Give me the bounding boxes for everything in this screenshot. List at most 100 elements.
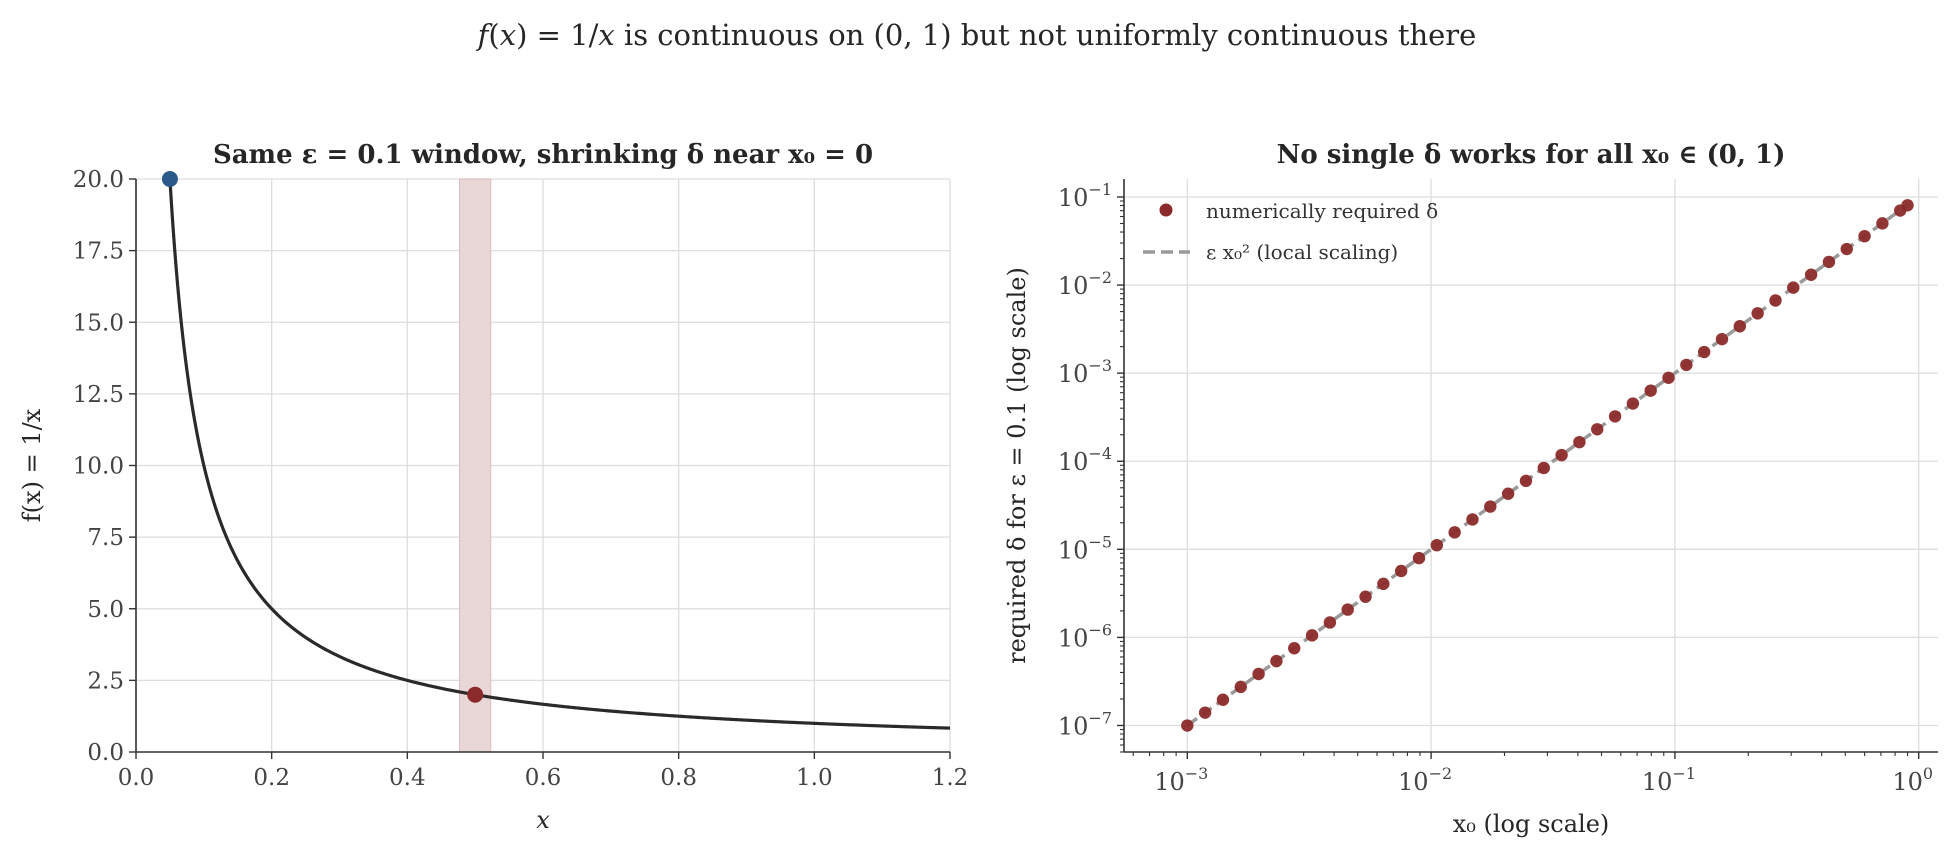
right-marker-0 xyxy=(1181,719,1194,732)
right-ytick-label-6-base: 10 xyxy=(1058,184,1089,212)
right-marker-5 xyxy=(1270,654,1283,668)
right-marker-4 xyxy=(1252,667,1265,681)
right-marker-6 xyxy=(1288,642,1301,655)
figure-suptitle: f(x) = 1/x is continuous on (0, 1) but n… xyxy=(476,18,1477,52)
right-xtick-label-1-base: 10 xyxy=(1398,768,1429,796)
right-marker-22 xyxy=(1573,435,1586,449)
right-ytick-label-0: 10−7 xyxy=(1058,708,1112,740)
right-marker-41 xyxy=(1901,199,1914,212)
right-ytick-label-2-base: 10 xyxy=(1058,536,1089,564)
right-marker-12 xyxy=(1394,564,1408,578)
right-ylabel: required δ for ε = 0.1 (log scale) xyxy=(1003,267,1031,664)
right-marker-21 xyxy=(1555,448,1568,462)
right-marker-7 xyxy=(1305,629,1319,642)
right-legend: numerically required δ ε x₀² (local scali… xyxy=(1143,199,1438,264)
left-epsilon-band xyxy=(459,178,492,753)
right-xtick-label-1-exp: −2 xyxy=(1429,764,1453,783)
right-xtick-label-2-base: 10 xyxy=(1642,768,1673,796)
left-ytick-label-3: 7.5 xyxy=(87,525,124,551)
right-ytick-label-3: 10−4 xyxy=(1058,444,1112,476)
right-marker-18 xyxy=(1501,487,1515,500)
right-ytick-label-2: 10−5 xyxy=(1058,532,1112,564)
right-marker-9 xyxy=(1341,603,1354,616)
left-xtick-label-4: 0.8 xyxy=(660,765,697,791)
right-ytick-label-4-exp: −3 xyxy=(1088,356,1112,375)
left-ytick-label-8: 20.0 xyxy=(73,167,124,193)
right-xtick-label-0-exp: −3 xyxy=(1185,764,1209,783)
right-marker-8 xyxy=(1323,616,1337,629)
left-ylabel: f(x) = 1/x xyxy=(18,408,46,522)
right-marker-2 xyxy=(1216,693,1230,706)
right-marker-33 xyxy=(1769,294,1782,307)
right-marker-31 xyxy=(1733,320,1747,333)
right-marker-11 xyxy=(1377,577,1390,591)
right-marker-24 xyxy=(1608,410,1622,423)
left-xtick-label-6: 1.2 xyxy=(932,765,969,791)
right-ytick-label-4-base: 10 xyxy=(1058,360,1089,388)
right-marker-10 xyxy=(1359,590,1372,603)
left-ytick-label-0: 0.0 xyxy=(87,740,124,766)
right-ytick-label-5-base: 10 xyxy=(1058,272,1089,300)
right-ytick-label-6-exp: −1 xyxy=(1088,180,1112,199)
right-marker-15 xyxy=(1448,526,1461,539)
right-marker-13 xyxy=(1412,551,1426,565)
right-marker-28 xyxy=(1680,358,1693,372)
left-ytick-label-1: 2.5 xyxy=(87,668,124,694)
left-xlabel: x xyxy=(536,806,550,834)
right-marker-30 xyxy=(1715,332,1729,346)
left-chart: 0.0 0.2 0.4 0.6 0.8 1.0 1.2 0.0 2.5 5.0 7.5 10.0 12.… xyxy=(18,140,968,834)
right-marker-1 xyxy=(1198,706,1212,719)
left-xtick-label-5: 1.0 xyxy=(796,765,833,791)
right-ytick-label-3-base: 10 xyxy=(1058,448,1089,476)
right-marker-17 xyxy=(1484,500,1497,513)
right-marker-32 xyxy=(1751,307,1764,320)
right-ytick-label-5: 10−2 xyxy=(1058,268,1112,300)
left-point-0 xyxy=(161,171,178,187)
right-marker-34 xyxy=(1787,281,1800,294)
right-ytick-label-3-exp: −4 xyxy=(1088,444,1112,463)
right-marker-36 xyxy=(1822,255,1836,269)
right-xlabel: x₀ (log scale) xyxy=(1453,810,1610,838)
left-ytick-label-2: 5.0 xyxy=(87,597,124,623)
right-marker-3 xyxy=(1234,680,1247,694)
right-ytick-label-6: 10−1 xyxy=(1058,180,1112,212)
left-xtick-label-0: 0.0 xyxy=(118,765,155,791)
right-xtick-label-3-base: 10 xyxy=(1892,768,1923,796)
right-marker-14 xyxy=(1430,538,1444,552)
right-marker-37 xyxy=(1840,242,1853,256)
right-ytick-label-1: 10−6 xyxy=(1058,620,1112,652)
right-marker-20 xyxy=(1537,461,1550,475)
right-xtick-label-3: 100 xyxy=(1892,764,1933,796)
right-ytick-label-5-exp: −2 xyxy=(1088,268,1112,287)
right-marker-16 xyxy=(1466,513,1479,526)
right-xtick-label-1: 10−2 xyxy=(1398,764,1452,796)
left-ytick-label-6: 15.0 xyxy=(73,310,124,336)
legend-label-reference: ε x₀² (local scaling) xyxy=(1206,240,1398,264)
right-ytick-label-2-exp: −5 xyxy=(1088,532,1112,551)
right-chart: 10−3 10−2 10−1 10010−710−610−510−410−310−21… xyxy=(1003,140,1938,838)
left-chart-title: Same ε = 0.1 window, shrinking δ near x₀… xyxy=(213,140,873,170)
legend-marker-swatch xyxy=(1159,203,1173,217)
right-ytick-label-0-base: 10 xyxy=(1058,712,1089,740)
right-marker-19 xyxy=(1519,474,1533,488)
right-chart-title: No single δ works for all x₀ ∈ (0, 1) xyxy=(1277,140,1786,170)
right-marker-35 xyxy=(1804,268,1818,281)
right-marker-25 xyxy=(1626,397,1640,410)
right-xtick-label-2-exp: −1 xyxy=(1672,764,1696,783)
left-ytick-label-4: 10.0 xyxy=(73,454,124,480)
right-xtick-label-0-base: 10 xyxy=(1154,768,1185,796)
right-marker-23 xyxy=(1591,423,1604,436)
right-xtick-label-3-exp: 0 xyxy=(1923,764,1933,783)
right-xtick-label-2: 10−1 xyxy=(1642,764,1696,796)
right-marker-29 xyxy=(1697,345,1711,359)
left-ytick-label-5: 12.5 xyxy=(73,382,124,408)
left-point-1 xyxy=(467,686,484,703)
right-ytick-label-1-base: 10 xyxy=(1058,624,1089,652)
right-marker-38 xyxy=(1858,229,1871,243)
right-ytick-label-4: 10−3 xyxy=(1058,356,1112,388)
left-curve xyxy=(168,178,951,730)
left-xtick-label-3: 0.6 xyxy=(525,765,562,791)
right-ytick-label-0-exp: −7 xyxy=(1088,708,1112,727)
right-xtick-label-0: 10−3 xyxy=(1154,764,1208,796)
